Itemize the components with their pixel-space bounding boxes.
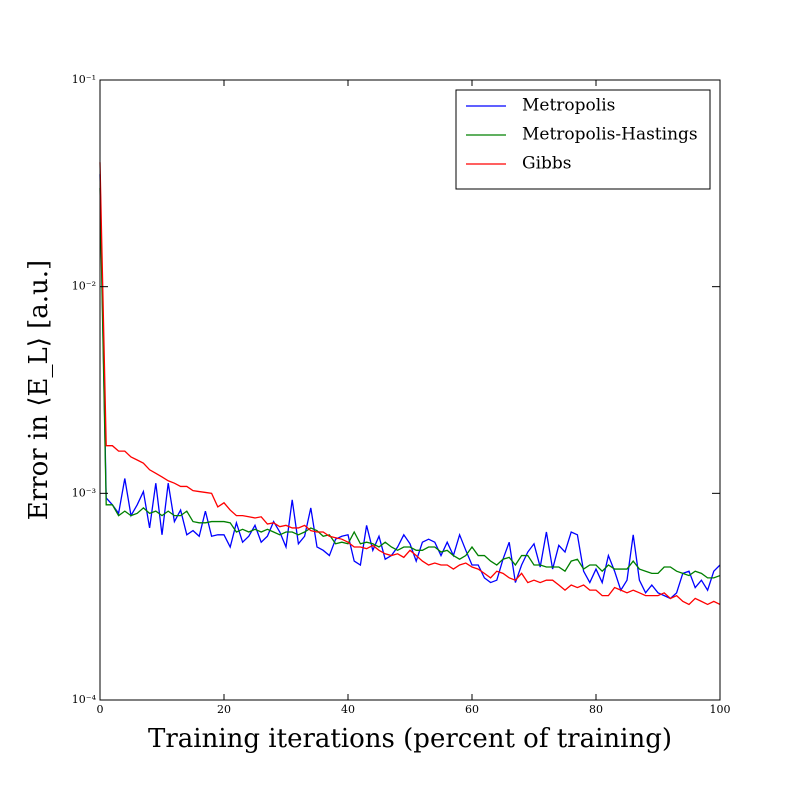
y-axis-label: Error in ⟨E_L⟩ [a.u.] [24,260,54,520]
y-tick-label: 10⁻³ [72,486,96,499]
plot-frame [99,79,721,701]
series-line [99,174,721,600]
series-line [99,188,721,579]
y-tick-label: 10⁻² [72,280,96,293]
x-tick-label: 40 [341,703,355,716]
legend-label: Metropolis [522,96,615,116]
x-tick-label: 0 [97,703,104,716]
x-tick-label: 80 [589,703,603,716]
series-line [99,162,721,606]
y-tick-label: 10⁻⁴ [72,693,97,706]
legend-label: Gibbs [522,154,572,174]
y-tick-label: 10⁻¹ [72,73,96,86]
x-tick-label: 20 [217,703,231,716]
x-tick-label: 60 [465,703,479,716]
x-axis-label: Training iterations (percent of training… [148,724,672,754]
legend-label: Metropolis-Hastings [522,125,698,145]
x-tick-label: 100 [710,703,731,716]
